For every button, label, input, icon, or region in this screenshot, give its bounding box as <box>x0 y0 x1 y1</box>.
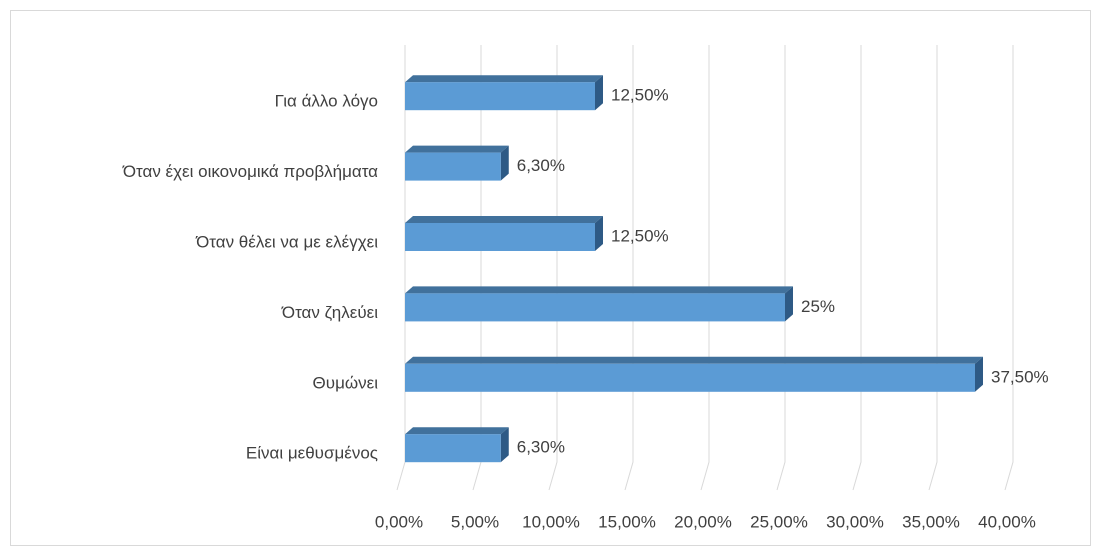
bar <box>405 293 785 322</box>
bar <box>405 82 595 111</box>
value-label: 12,50% <box>611 226 669 245</box>
value-label: 6,30% <box>517 438 565 457</box>
y-tick-label: Για άλλο λόγο <box>275 92 378 111</box>
value-label: 25% <box>801 297 835 316</box>
x-tick-label: 25,00% <box>750 512 808 531</box>
bar <box>405 152 501 181</box>
x-tick-label: 0,00% <box>375 512 423 531</box>
bar-side <box>595 216 603 251</box>
y-tick-label: Θυμώνει <box>313 373 379 392</box>
grid-line <box>776 45 786 491</box>
grid-line <box>928 45 938 491</box>
bar <box>405 223 595 251</box>
grid-line <box>624 45 634 491</box>
y-tick-label: Όταν θέλει να με ελέγχει <box>195 232 378 251</box>
bar-top <box>405 286 793 294</box>
value-label: 6,30% <box>517 156 565 175</box>
x-tick-label: 35,00% <box>902 512 960 531</box>
grid-line <box>1004 45 1014 491</box>
grid-line <box>852 45 862 491</box>
bar-top <box>405 145 509 153</box>
y-tick-label: Είναι μεθυσμένος <box>246 444 378 463</box>
value-label: 12,50% <box>611 86 669 105</box>
grid-line <box>548 45 558 491</box>
bar-top <box>405 216 603 223</box>
bar-side <box>500 145 509 181</box>
x-tick-label: 10,00% <box>522 512 580 531</box>
bar-top <box>405 75 603 83</box>
x-tick-label: 40,00% <box>978 512 1036 531</box>
bar-side <box>500 427 509 463</box>
bar-top <box>405 356 983 364</box>
bar-side <box>595 75 603 111</box>
x-tick-label: 20,00% <box>674 512 732 531</box>
x-tick-label: 15,00% <box>598 512 656 531</box>
bar <box>405 434 501 463</box>
value-label: 37,50% <box>991 367 1049 386</box>
x-tick-label: 30,00% <box>826 512 884 531</box>
bar-side <box>975 356 983 392</box>
bar <box>405 363 975 392</box>
y-tick-label: Όταν έχει οικονομικά προβλήματα <box>122 162 378 181</box>
grid-line <box>700 45 710 491</box>
bar-top <box>405 427 509 435</box>
x-tick-label: 5,00% <box>451 512 499 531</box>
bar-side <box>785 286 793 322</box>
y-tick-label: Όταν ζηλεύει <box>281 303 378 322</box>
